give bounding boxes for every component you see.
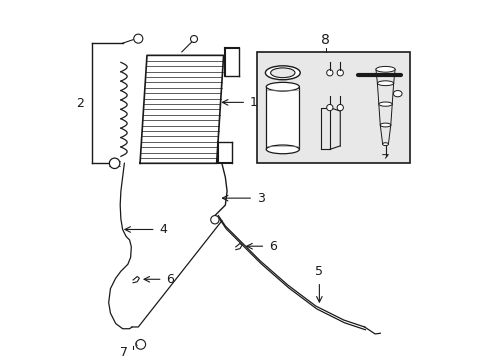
Ellipse shape — [392, 90, 401, 97]
Ellipse shape — [375, 67, 394, 72]
Text: 2: 2 — [76, 97, 84, 110]
Bar — [266, 87, 299, 149]
Circle shape — [326, 104, 332, 111]
Circle shape — [190, 36, 197, 42]
Ellipse shape — [266, 82, 299, 91]
Text: 5: 5 — [315, 265, 323, 278]
Text: 7: 7 — [120, 346, 127, 359]
Ellipse shape — [378, 102, 391, 106]
Ellipse shape — [382, 143, 387, 145]
Text: 3: 3 — [256, 192, 264, 204]
Polygon shape — [140, 55, 223, 163]
Ellipse shape — [270, 68, 294, 78]
Circle shape — [109, 158, 120, 168]
Ellipse shape — [266, 145, 299, 154]
Ellipse shape — [380, 123, 390, 127]
Text: 4: 4 — [159, 223, 167, 236]
Circle shape — [210, 216, 219, 224]
Circle shape — [136, 339, 145, 349]
Text: 6: 6 — [268, 240, 276, 253]
Text: 1: 1 — [249, 96, 257, 109]
Circle shape — [326, 69, 332, 76]
Circle shape — [336, 69, 343, 76]
Bar — [256, 52, 409, 163]
Text: 8: 8 — [321, 33, 329, 47]
Circle shape — [137, 356, 147, 360]
Ellipse shape — [265, 66, 300, 80]
Text: 6: 6 — [166, 273, 174, 286]
Circle shape — [134, 34, 142, 43]
Circle shape — [336, 104, 343, 111]
Ellipse shape — [377, 81, 393, 86]
